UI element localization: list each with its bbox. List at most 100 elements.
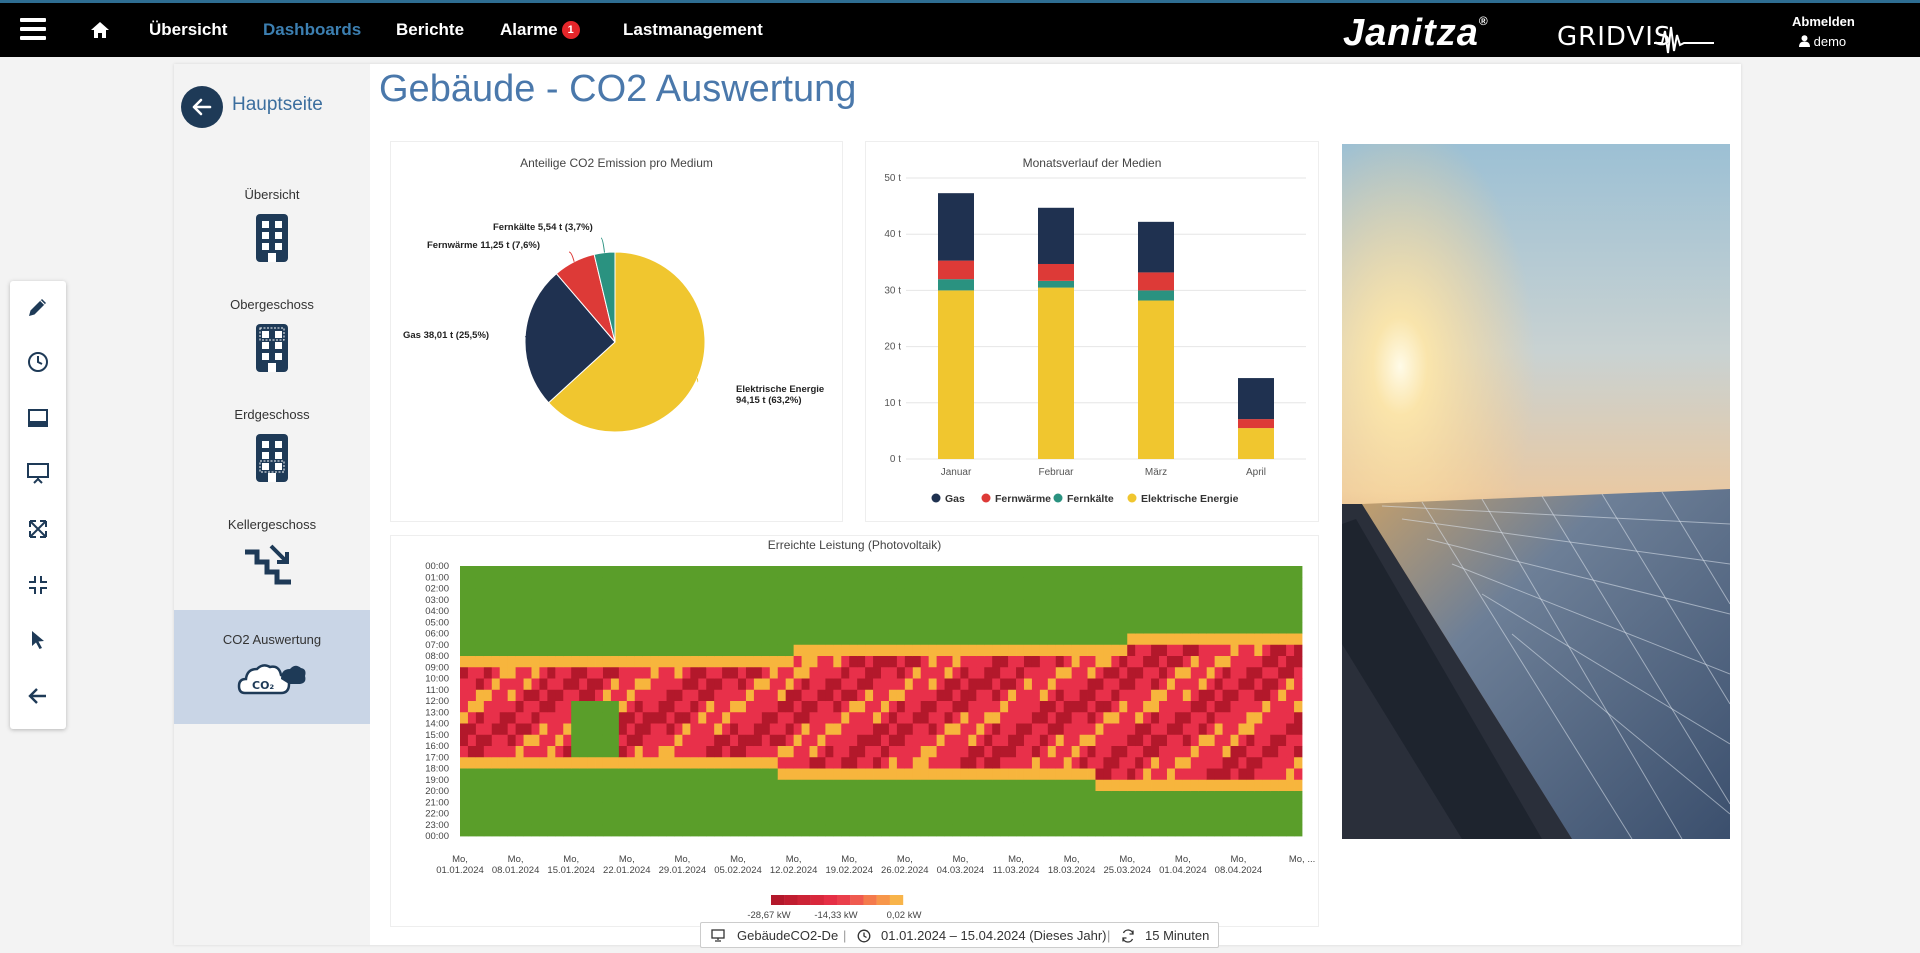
heatmap-cell[interactable] <box>1254 566 1263 578</box>
heatmap-cell[interactable] <box>1039 802 1049 814</box>
heatmap-cell[interactable] <box>1294 712 1303 724</box>
heatmap-cell[interactable] <box>1055 757 1065 769</box>
heatmap-cell[interactable] <box>634 622 644 634</box>
heatmap-cell[interactable] <box>460 656 469 668</box>
heatmap-cell[interactable] <box>523 734 532 747</box>
heatmap-cell[interactable] <box>841 813 850 826</box>
heatmap-cell[interactable] <box>1159 656 1168 668</box>
heatmap-cell[interactable] <box>785 599 795 612</box>
heatmap-cell[interactable] <box>968 734 977 747</box>
heatmap-cell[interactable] <box>944 656 953 668</box>
heatmap-cell[interactable] <box>873 599 882 612</box>
heatmap-cell[interactable] <box>610 791 620 803</box>
heatmap-cell[interactable] <box>825 656 834 668</box>
heatmap-cell[interactable] <box>1127 678 1136 691</box>
heatmap-cell[interactable] <box>833 577 842 589</box>
heatmap-cell[interactable] <box>1222 588 1231 601</box>
heatmap-cell[interactable] <box>936 689 945 702</box>
heatmap-cell[interactable] <box>531 824 540 837</box>
heatmap-cell[interactable] <box>634 746 644 758</box>
heatmap-cell[interactable] <box>857 566 866 578</box>
heatmap-cell[interactable] <box>618 712 628 724</box>
heatmap-cell[interactable] <box>475 678 485 691</box>
heatmap-cell[interactable] <box>904 813 914 826</box>
heatmap-cell[interactable] <box>706 734 715 747</box>
heatmap-cell[interactable] <box>1031 689 1041 702</box>
heatmap-cell[interactable] <box>833 588 842 601</box>
heatmap-cell[interactable] <box>738 689 747 702</box>
heatmap-cell[interactable] <box>745 734 755 747</box>
heatmap-cell[interactable] <box>1119 824 1128 837</box>
heatmap-cell[interactable] <box>745 813 755 826</box>
heatmap-cell[interactable] <box>976 611 985 623</box>
heatmap-cell[interactable] <box>1008 644 1017 657</box>
heatmap-cell[interactable] <box>825 566 834 578</box>
heatmap-cell[interactable] <box>976 588 985 601</box>
heatmap-cell[interactable] <box>1071 757 1080 769</box>
heatmap-cell[interactable] <box>714 802 723 814</box>
heatmap-cell[interactable] <box>460 824 469 837</box>
heatmap-cell[interactable] <box>738 813 747 826</box>
heatmap-cell[interactable] <box>1016 689 1025 702</box>
heatmap-cell[interactable] <box>1262 599 1271 612</box>
heatmap-cell[interactable] <box>1079 701 1088 713</box>
heatmap-cell[interactable] <box>1262 566 1271 578</box>
heatmap-cell[interactable] <box>1159 723 1168 736</box>
heatmap-cell[interactable] <box>976 779 985 792</box>
heatmap-cell[interactable] <box>1135 577 1144 589</box>
heatmap-cell[interactable] <box>1031 656 1041 668</box>
heatmap-cell[interactable] <box>881 779 890 792</box>
heatmap-cell[interactable] <box>960 779 969 792</box>
heatmap-cell[interactable] <box>602 779 612 792</box>
heatmap-cell[interactable] <box>555 701 564 713</box>
heatmap-cell[interactable] <box>1230 566 1239 578</box>
heatmap-cell[interactable] <box>1230 712 1239 724</box>
heatmap-cell[interactable] <box>801 734 810 747</box>
heatmap-cell[interactable] <box>785 656 795 668</box>
heatmap-cell[interactable] <box>1055 611 1065 623</box>
heatmap-cell[interactable] <box>873 656 882 668</box>
heatmap-cell[interactable] <box>1008 588 1017 601</box>
heatmap-cell[interactable] <box>984 588 993 601</box>
heatmap-cell[interactable] <box>817 757 826 769</box>
heatmap-cell[interactable] <box>1055 667 1065 679</box>
heatmap-cell[interactable] <box>1016 656 1025 668</box>
heatmap-cell[interactable] <box>992 633 1001 646</box>
heatmap-cell[interactable] <box>777 779 787 792</box>
heatmap-cell[interactable] <box>1095 577 1104 589</box>
heatmap-cell[interactable] <box>460 779 469 792</box>
heatmap-cell[interactable] <box>841 768 850 781</box>
heatmap-cell[interactable] <box>769 689 779 702</box>
heatmap-cell[interactable] <box>753 746 763 758</box>
heatmap-cell[interactable] <box>809 757 818 769</box>
heatmap-cell[interactable] <box>1071 779 1080 792</box>
heatmap-cell[interactable] <box>849 701 858 713</box>
heatmap-cell[interactable] <box>571 746 580 758</box>
heatmap-cell[interactable] <box>904 757 914 769</box>
heatmap-cell[interactable] <box>515 656 524 668</box>
heatmap-cell[interactable] <box>1286 723 1295 736</box>
heatmap-cell[interactable] <box>841 689 850 702</box>
heatmap-cell[interactable] <box>857 633 866 646</box>
heatmap-cell[interactable] <box>467 622 477 634</box>
heatmap-cell[interactable] <box>896 779 906 792</box>
heatmap-cell[interactable] <box>531 791 540 803</box>
heatmap-cell[interactable] <box>587 689 596 702</box>
heatmap-cell[interactable] <box>499 802 509 814</box>
heatmap-cell[interactable] <box>602 599 612 612</box>
heatmap-cell[interactable] <box>1071 633 1080 646</box>
heatmap-cell[interactable] <box>801 667 810 679</box>
heatmap-cell[interactable] <box>1190 813 1200 826</box>
heatmap-cell[interactable] <box>936 791 945 803</box>
heatmap-cell[interactable] <box>1127 644 1136 657</box>
heatmap-cell[interactable] <box>1238 622 1247 634</box>
heatmap-cell[interactable] <box>467 644 477 657</box>
pencil-icon[interactable] <box>26 295 50 319</box>
heatmap-cell[interactable] <box>1023 824 1033 837</box>
heatmap-cell[interactable] <box>1039 656 1049 668</box>
heatmap-cell[interactable] <box>960 689 969 702</box>
heatmap-cell[interactable] <box>1190 712 1200 724</box>
heatmap-cell[interactable] <box>1190 633 1200 646</box>
heatmap-cell[interactable] <box>555 689 564 702</box>
heatmap-cell[interactable] <box>1166 701 1176 713</box>
